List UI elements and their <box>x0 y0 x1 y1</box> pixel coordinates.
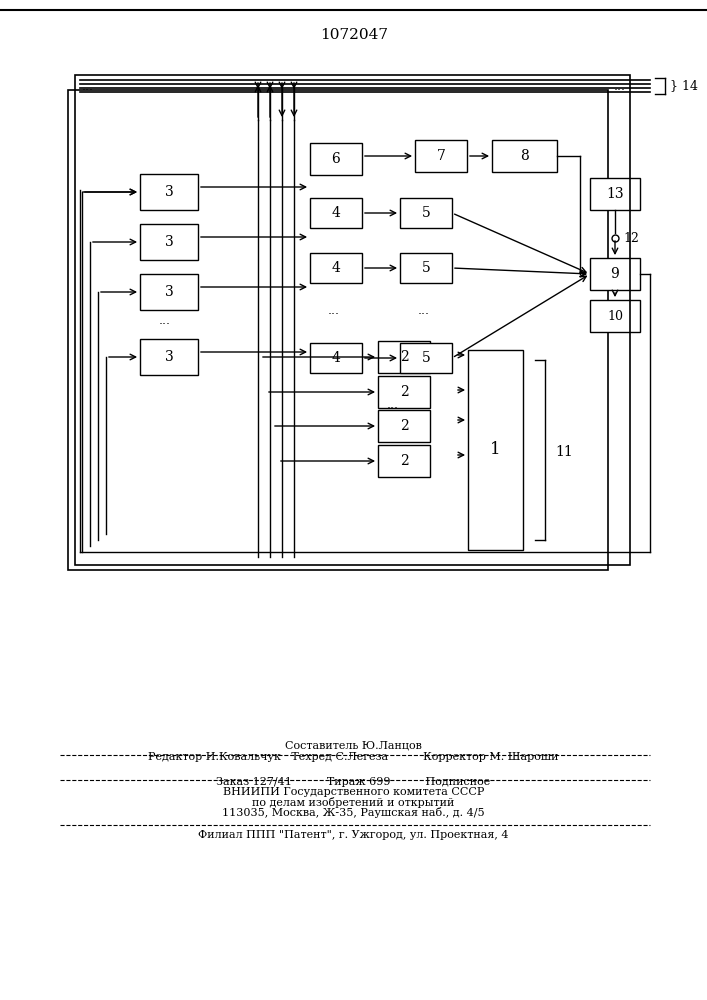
Text: ...: ... <box>159 314 171 326</box>
Text: 13: 13 <box>606 187 624 201</box>
Text: 2: 2 <box>399 385 409 399</box>
Bar <box>310 253 362 283</box>
Bar <box>378 376 430 408</box>
Text: 1: 1 <box>490 442 501 458</box>
Text: 3: 3 <box>165 350 173 364</box>
Bar <box>140 224 198 260</box>
Text: 2: 2 <box>399 419 409 433</box>
Text: 12: 12 <box>623 232 639 244</box>
Text: Филиал ППП "Патент", г. Ужгород, ул. Проектная, 4: Филиал ППП "Патент", г. Ужгород, ул. Про… <box>198 830 509 840</box>
Text: ...: ... <box>418 304 430 316</box>
Bar <box>378 410 430 442</box>
Text: Составитель Ю.Ланцов: Составитель Ю.Ланцов <box>285 740 422 750</box>
Text: 2: 2 <box>399 454 409 468</box>
Text: ...: ... <box>328 304 340 316</box>
Text: ВНИИПИ Государственного комитета СССР: ВНИИПИ Государственного комитета СССР <box>223 787 484 797</box>
Text: 5: 5 <box>421 261 431 275</box>
Bar <box>140 274 198 310</box>
Bar <box>140 339 198 375</box>
Bar <box>140 174 198 210</box>
Text: 2: 2 <box>399 350 409 364</box>
Bar <box>492 140 557 172</box>
Text: 3: 3 <box>165 235 173 249</box>
Text: 4: 4 <box>332 351 341 365</box>
Text: 1072047: 1072047 <box>320 28 388 42</box>
Text: Редактор И.Ковальчук   Техред С.Легеза          Корректор М. Шароши: Редактор И.Ковальчук Техред С.Легеза Кор… <box>148 752 559 762</box>
Bar <box>378 341 430 373</box>
Bar <box>590 178 640 210</box>
Bar <box>310 143 362 175</box>
Text: 4: 4 <box>332 261 341 275</box>
Bar <box>415 140 467 172</box>
Text: 10: 10 <box>607 310 623 322</box>
Text: по делам изобретений и открытий: по делам изобретений и открытий <box>252 796 455 808</box>
Bar <box>590 258 640 290</box>
Bar <box>400 253 452 283</box>
Text: 7: 7 <box>436 149 445 163</box>
Text: } 14: } 14 <box>670 80 698 93</box>
Text: 5: 5 <box>421 351 431 365</box>
Bar <box>400 343 452 373</box>
Text: 3: 3 <box>165 185 173 199</box>
Text: ...: ... <box>82 80 94 93</box>
Text: 8: 8 <box>520 149 529 163</box>
Text: ...: ... <box>614 80 626 93</box>
Text: ...: ... <box>387 398 399 412</box>
Bar <box>68 90 608 570</box>
Bar <box>75 75 630 565</box>
Bar <box>310 198 362 228</box>
Text: 3: 3 <box>165 285 173 299</box>
Text: 5: 5 <box>421 206 431 220</box>
Text: Заказ 127/41          Тираж 699          Подписное: Заказ 127/41 Тираж 699 Подписное <box>216 777 491 787</box>
Bar <box>400 198 452 228</box>
Text: 113035, Москва, Ж-35, Раушская наб., д. 4/5: 113035, Москва, Ж-35, Раушская наб., д. … <box>222 806 485 818</box>
Bar <box>590 300 640 332</box>
Text: 11: 11 <box>555 445 573 459</box>
Bar <box>378 445 430 477</box>
Bar <box>310 343 362 373</box>
Text: 6: 6 <box>332 152 340 166</box>
Text: 9: 9 <box>611 267 619 281</box>
Text: 4: 4 <box>332 206 341 220</box>
Bar <box>468 350 523 550</box>
